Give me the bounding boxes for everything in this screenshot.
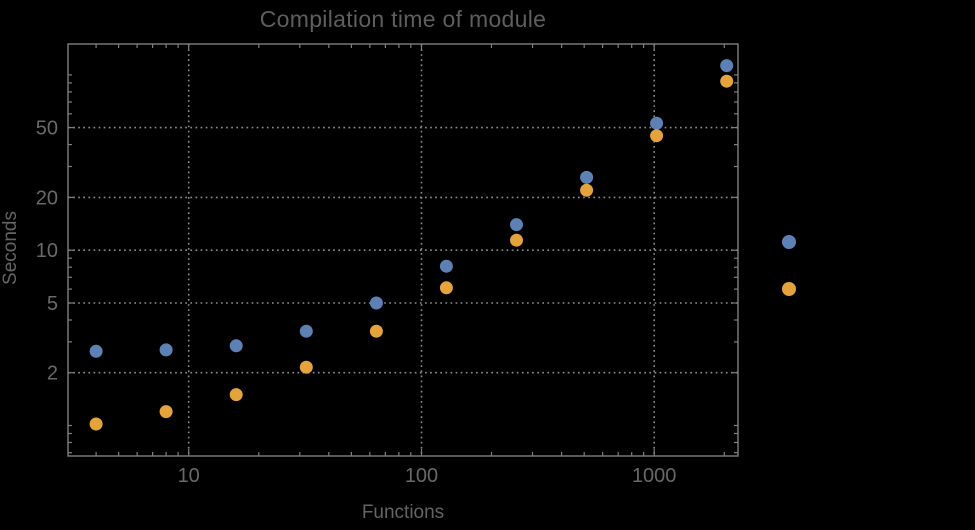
svg-text:50: 50 <box>36 118 58 140</box>
x-axis-label: Functions <box>361 502 445 523</box>
y-tick-labels: 2 5 10 20 50 <box>36 118 58 385</box>
chart-title: Compilation time of module <box>259 6 547 32</box>
legend-markers <box>782 235 796 296</box>
plot-frame <box>67 43 739 457</box>
legend-marker-orange <box>782 282 796 296</box>
axis-ticks <box>68 44 738 456</box>
orange-series-points <box>89 74 734 431</box>
svg-text:2: 2 <box>47 363 58 385</box>
x-tick-labels: 10 100 1000 <box>178 465 677 487</box>
svg-text:10: 10 <box>178 465 200 487</box>
blue-series-points <box>89 59 734 358</box>
svg-text:10: 10 <box>36 240 58 262</box>
y-axis-label: Seconds <box>0 211 21 285</box>
svg-text:100: 100 <box>405 465 438 487</box>
legend-marker-blue <box>782 235 796 249</box>
svg-text:5: 5 <box>47 293 58 315</box>
svg-text:1000: 1000 <box>632 465 677 487</box>
svg-text:20: 20 <box>36 187 58 209</box>
gridlines <box>68 44 738 456</box>
